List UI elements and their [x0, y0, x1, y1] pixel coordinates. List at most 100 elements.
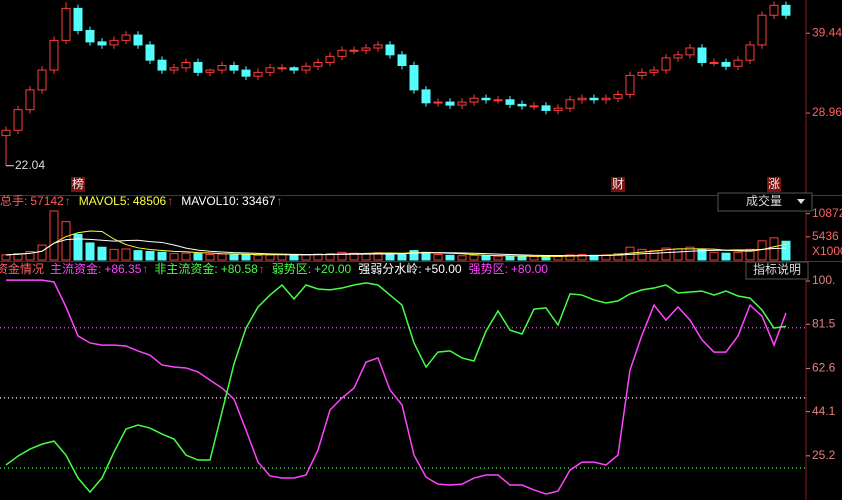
candle-body — [757, 14, 767, 46]
candle-body — [373, 44, 383, 49]
candle-body — [277, 67, 287, 70]
legend-trend: ↑ — [142, 262, 148, 276]
candle-body — [481, 97, 491, 101]
selector-arrow — [797, 199, 805, 204]
volume-bar — [673, 248, 683, 261]
legend-trend: ↑ — [259, 262, 265, 276]
legend-label: 主流资金: — [50, 261, 101, 276]
y-tick-label: 44.1 — [812, 404, 836, 418]
event-badge — [767, 177, 781, 192]
candle-body — [253, 71, 263, 77]
volume-bar — [121, 248, 131, 261]
candle-body — [661, 57, 671, 71]
explain-button[interactable] — [745, 261, 809, 280]
volume-bar — [85, 242, 95, 261]
volume-bar — [229, 253, 239, 261]
candle-body — [529, 105, 539, 108]
event-label: 榜 — [72, 176, 84, 191]
candle-body — [217, 65, 227, 71]
candle-body — [541, 105, 551, 111]
y-tick-label: 25.2 — [812, 448, 836, 462]
volume-bar — [529, 256, 539, 261]
legend-label: 总手: — [0, 194, 27, 208]
candle-body — [73, 7, 83, 31]
explain-label[interactable]: 指标说明 — [753, 262, 801, 277]
legend-label: 非主流资金: — [154, 261, 217, 276]
volume-bar — [1, 254, 11, 261]
candle-body — [673, 54, 683, 59]
candle-body — [493, 99, 503, 102]
volume-bar — [505, 255, 515, 261]
event-label: 涨 — [768, 176, 780, 191]
volume-bar — [649, 250, 659, 261]
volume-bar — [697, 248, 707, 261]
candle-body — [97, 41, 107, 46]
volume-bar — [37, 244, 47, 261]
event-label: 财 — [612, 177, 624, 191]
indicator-legend: 资金情况 主流资金: +86.35↑ 非主流资金: +80.58↑ 弱势区: +20.00 强… — [0, 261, 548, 276]
volume-bar — [181, 252, 191, 261]
volume-bar — [733, 251, 743, 261]
candle-body — [457, 101, 467, 106]
candle-body — [49, 39, 59, 71]
volume-bar — [325, 253, 335, 261]
volume-bar — [97, 246, 107, 261]
candle-body — [721, 61, 731, 67]
candle-body — [181, 61, 191, 69]
indicator-line — [6, 279, 787, 495]
candle-body — [145, 44, 155, 61]
candle-body — [565, 99, 575, 109]
candle-body — [697, 47, 707, 63]
volume-bar — [253, 254, 263, 261]
volume-bar — [457, 255, 467, 261]
candle-body — [445, 101, 455, 106]
legend-value: 33467 — [242, 194, 276, 208]
candle-body — [577, 97, 587, 101]
y-tick-label: 100. — [812, 273, 835, 287]
level-label: 强势区: — [469, 262, 508, 276]
level-value: +80.00 — [511, 262, 548, 276]
level-value: +50.00 — [425, 262, 462, 276]
candle-body — [61, 7, 71, 41]
legend-trend: ↑ — [167, 194, 173, 208]
candle-body — [361, 47, 371, 51]
legend-value: 48506 — [133, 194, 167, 208]
level-value: +20.00 — [314, 262, 351, 276]
legend-value: 57142 — [30, 194, 64, 208]
volume-bar — [433, 253, 443, 261]
y-tick-label: 81.5 — [812, 316, 836, 330]
candle-body — [625, 74, 635, 95]
candle-body — [433, 101, 443, 104]
event-badge — [71, 177, 85, 192]
volume-bar — [469, 254, 479, 261]
volume-bar — [265, 254, 275, 261]
volume-bar — [517, 256, 527, 261]
candle-body — [121, 34, 131, 41]
volume-bar — [493, 255, 503, 261]
y-tick-label: 10872 — [812, 206, 842, 220]
low-label: 22.04 — [15, 158, 45, 172]
candle-body — [781, 4, 791, 16]
volume-bar — [133, 250, 143, 261]
candle-body — [685, 47, 695, 56]
volume-bar — [145, 250, 155, 261]
y-tick-label: 5436 — [812, 229, 839, 243]
level-label: 弱势区: — [272, 262, 311, 276]
selector-label[interactable]: 成交量 — [746, 193, 782, 208]
candle-body — [649, 69, 659, 73]
candle-body — [1, 129, 11, 137]
candle-body — [613, 93, 623, 99]
volume-ma-line — [5, 238, 787, 257]
volume-bar — [577, 253, 587, 261]
volume-bar — [217, 253, 227, 261]
candle-body — [589, 97, 599, 101]
volume-bar — [241, 254, 251, 261]
candle-body — [421, 89, 431, 104]
selector-box[interactable] — [717, 192, 813, 212]
volume-bar — [109, 248, 119, 261]
volume-bar — [721, 252, 731, 261]
candle-body — [349, 49, 359, 52]
candle-body — [337, 49, 347, 57]
